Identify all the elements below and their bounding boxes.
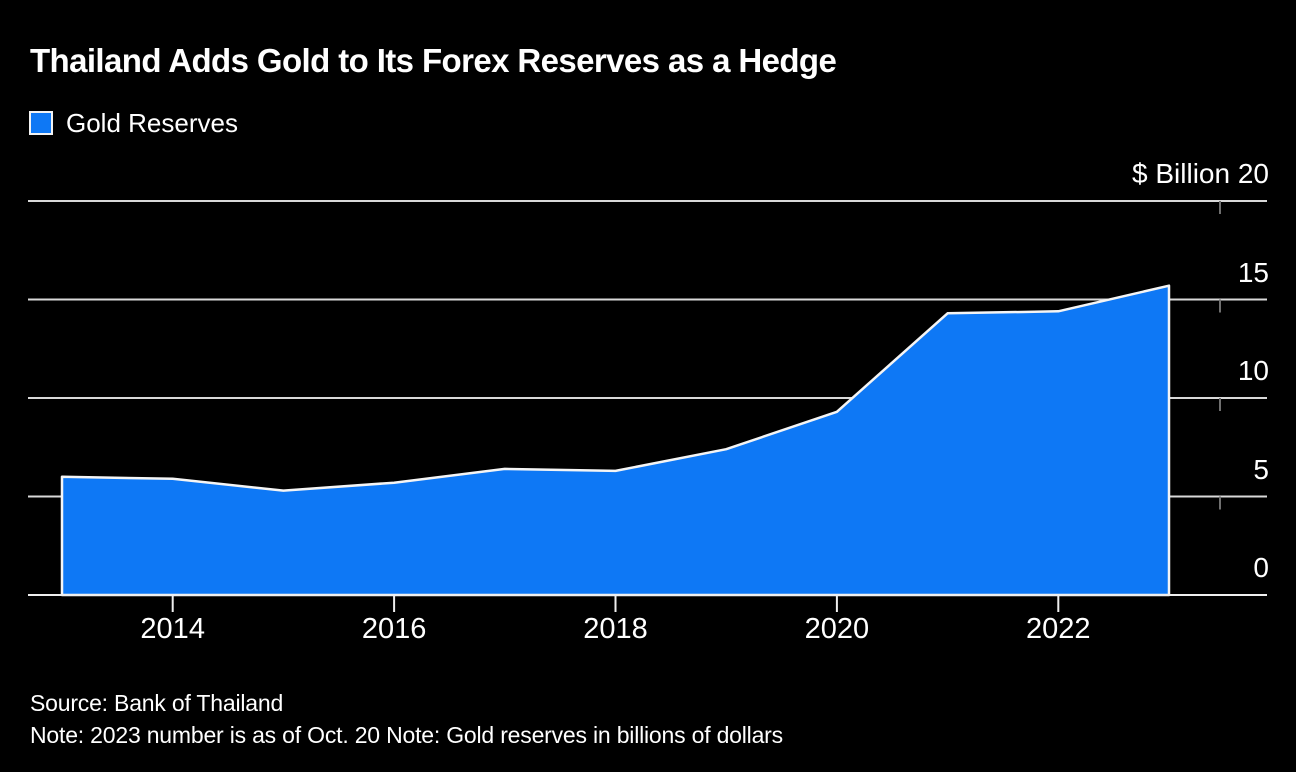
source-note: Source: Bank of Thailand	[30, 690, 284, 716]
legend-label-gold-reserves: Gold Reserves	[66, 108, 238, 138]
x-axis-label-2014: 2014	[140, 613, 205, 645]
x-axis-label-2018: 2018	[583, 613, 648, 645]
y-axis-label-0: 0	[1253, 552, 1269, 583]
y-axis-label-10: 10	[1237, 355, 1269, 386]
x-axis-label-2022: 2022	[1026, 613, 1091, 645]
x-axis-label-2020: 2020	[804, 613, 870, 645]
y-axis-label-15: 15	[1237, 256, 1269, 288]
legend: Gold Reserves	[29, 110, 238, 136]
footer: Source: Bank of Thailand Note: 2023 numb…	[30, 687, 783, 751]
legend-swatch-gold-reserves	[29, 111, 53, 135]
data-note: Note: 2023 number is as of Oct. 20 Note:…	[30, 722, 783, 748]
y-axis-label-20: $ Billion 20	[1132, 158, 1269, 189]
y-axis-label-5: 5	[1253, 453, 1269, 485]
x-axis-label-2016: 2016	[361, 613, 427, 645]
page-title: Thailand Adds Gold to Its Forex Reserves…	[30, 42, 837, 79]
area-series-gold-reserves	[60, 284, 1171, 597]
